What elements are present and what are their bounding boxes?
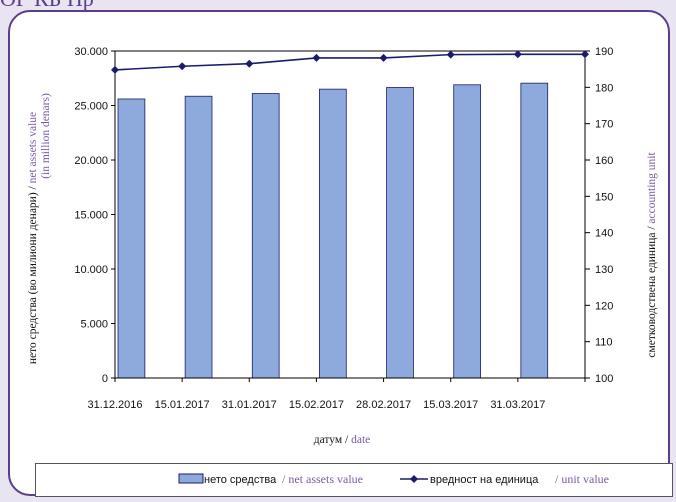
line-point xyxy=(446,50,455,59)
y-right-label-purple: accounting unit xyxy=(646,152,658,224)
y-right-tick-label: 180 xyxy=(595,82,613,94)
bar xyxy=(386,87,414,379)
bar xyxy=(319,88,347,379)
y-left-label-purple: net assets value xyxy=(27,112,39,184)
y-left-tick-label: 10.000 xyxy=(74,264,108,276)
y-left-tick-label: 30.000 xyxy=(74,46,108,58)
line-point xyxy=(312,53,321,62)
x-tick-label: 15.03.2017 xyxy=(423,399,478,411)
y-right-tick-label: 140 xyxy=(595,228,613,240)
y-left-tick-label: 25.000 xyxy=(74,101,108,113)
line-point xyxy=(379,53,388,62)
y-right-tick-label: 160 xyxy=(595,155,613,167)
x-tick-label: 31.01.2017 xyxy=(222,399,277,411)
y-right-tick-label: 150 xyxy=(595,191,613,203)
y-left-tick-label: 0 xyxy=(102,373,108,385)
x-tick-label: 15.02.2017 xyxy=(289,399,344,411)
page-header-fragment: ОГ КБ Пр xyxy=(0,0,94,12)
line-point xyxy=(178,62,187,71)
y-right-tick-label: 120 xyxy=(595,300,613,312)
line-point xyxy=(111,65,119,74)
bar xyxy=(520,82,549,379)
x-tick-label: 31.03.2017 xyxy=(490,399,545,411)
y-right-tick-label: 110 xyxy=(595,337,613,349)
y-right-label: сметководствена единица / accounting uni… xyxy=(646,152,658,358)
y-right-tick-label: 130 xyxy=(595,264,613,276)
y-left-tick-label: 5.000 xyxy=(80,319,108,331)
legend xyxy=(35,463,673,497)
y-right-label-black: сметководствена единица xyxy=(646,233,658,358)
x-axis-label-black: датум xyxy=(314,434,343,446)
x-tick-label: 15.01.2017 xyxy=(155,399,210,411)
line-point xyxy=(245,59,254,68)
y-left-label-line2: (in million denars) xyxy=(40,93,52,179)
y-right-tick-label: 170 xyxy=(595,119,613,131)
y-left-tick-label: 15.000 xyxy=(74,210,108,222)
x-tick-label: 31.12.2016 xyxy=(87,399,142,411)
y-right-label-sep: / xyxy=(646,224,658,233)
y-left-label-black: нето средства (во милиони денари) xyxy=(27,192,39,364)
bar xyxy=(251,93,280,379)
x-axis-label-purple: date xyxy=(351,434,370,446)
y-right-tick-label: 100 xyxy=(595,373,613,385)
x-tick-label: 28.02.2017 xyxy=(356,399,411,411)
y-right-tick-label: 190 xyxy=(595,46,613,58)
y-left-label-sep: / xyxy=(27,183,39,192)
x-axis-label-sep: / xyxy=(342,434,351,446)
bar xyxy=(117,98,146,379)
bar xyxy=(453,84,481,379)
bar xyxy=(184,95,213,379)
line-point xyxy=(581,50,589,59)
y-left-tick-label: 20.000 xyxy=(74,155,108,167)
unit-value-line xyxy=(114,53,585,71)
x-axis-label: датум / date xyxy=(314,434,371,446)
y-left-label: нето средства (во милиони денари) / net … xyxy=(27,112,39,364)
line-point xyxy=(513,50,522,59)
